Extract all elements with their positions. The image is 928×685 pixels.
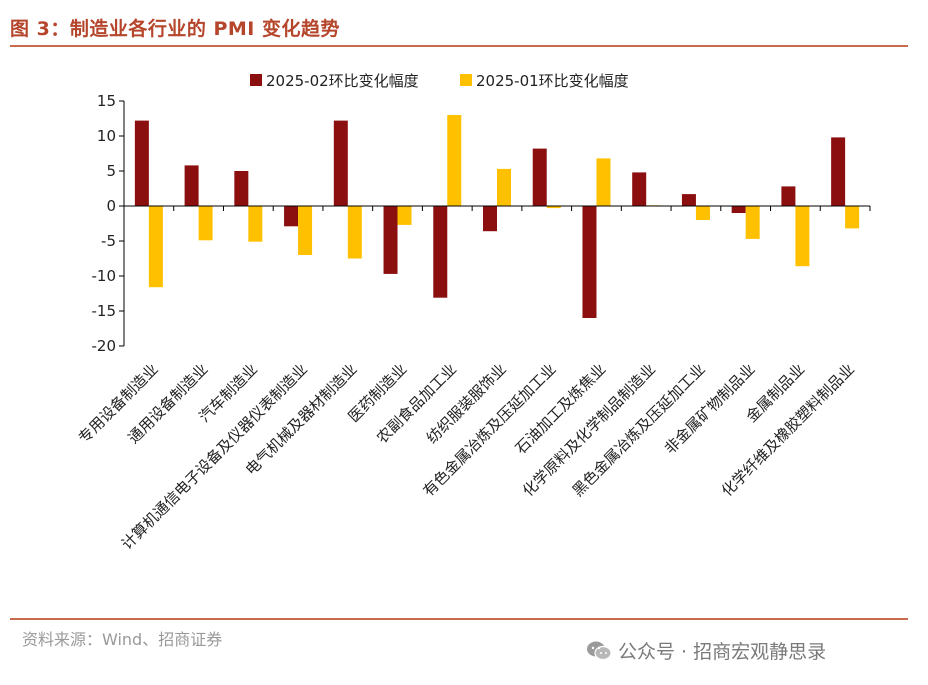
title-divider	[10, 45, 908, 47]
category-label: 石油加工及炼焦业	[512, 360, 610, 458]
legend-swatch-2025-02	[250, 74, 262, 86]
bar-2025-01	[695, 206, 710, 220]
y-tick-label: 10	[97, 127, 116, 145]
plot-area: 151050-5-10-15-20专用设备制造业通用设备制造业汽车制造业计算机通…	[75, 92, 871, 553]
y-tick-label: 0	[106, 197, 116, 215]
bar-2025-02	[632, 172, 647, 206]
footer-divider	[10, 618, 908, 620]
legend-label-2025-01: 2025-01环比变化幅度	[476, 72, 629, 90]
bar-2025-01	[845, 206, 860, 229]
bar-2025-01	[148, 206, 163, 288]
bar-2025-01	[248, 206, 263, 242]
bar-2025-01	[596, 158, 611, 206]
bar-2025-01	[745, 206, 760, 239]
legend-swatch-2025-01	[460, 74, 472, 86]
y-tick-label: -10	[92, 267, 117, 285]
y-tick-label: -15	[92, 302, 117, 320]
chart-legend: 2025-02环比变化幅度 2025-01环比变化幅度	[250, 72, 629, 90]
figure-title: 图 3：制造业各行业的 PMI 变化趋势	[10, 18, 340, 40]
bar-2025-02	[383, 206, 398, 274]
bar-2025-01	[546, 206, 561, 209]
watermark: 公众号 · 招商宏观静思录	[586, 637, 826, 664]
bar-2025-01	[198, 206, 213, 241]
y-tick-label: 15	[97, 92, 116, 110]
bar-2025-02	[433, 206, 448, 298]
bar-2025-02	[234, 171, 249, 206]
bar-2025-02	[184, 165, 199, 206]
bar-2025-02	[483, 206, 497, 232]
category-label: 计算机通信电子设备及仪器仪表制造业	[118, 360, 311, 553]
bar-2025-02	[284, 206, 299, 227]
bar-2025-02	[532, 148, 547, 206]
bar-2025-02	[731, 206, 746, 213]
y-tick-label: 5	[106, 162, 116, 180]
bar-2025-01	[397, 206, 412, 225]
wechat-icon	[587, 641, 612, 660]
bar-2025-02	[831, 137, 846, 206]
bar-2025-01	[795, 206, 810, 267]
source-note: 资料来源：Wind、招商证券	[22, 630, 223, 649]
bar-2025-02	[333, 120, 348, 206]
bar-2025-01	[447, 115, 462, 206]
bar-2025-02	[582, 206, 597, 318]
bar-2025-02	[781, 186, 796, 206]
bar-2025-01	[497, 168, 511, 206]
bar-2025-02	[681, 194, 696, 206]
bar-2025-02	[134, 120, 149, 206]
y-tick-label: -5	[101, 232, 116, 250]
y-tick-label: -20	[92, 337, 117, 355]
bar-2025-01	[298, 206, 313, 255]
category-label: 非金属矿物制品业	[661, 360, 759, 458]
watermark-text: 公众号 · 招商宏观静思录	[618, 641, 827, 663]
legend-label-2025-02: 2025-02环比变化幅度	[266, 72, 419, 90]
pmi-bar-chart: 2025-02环比变化幅度 2025-01环比变化幅度 15 10 5 0 -5 -10 -…	[75, 72, 871, 553]
bar-2025-01	[347, 206, 362, 259]
